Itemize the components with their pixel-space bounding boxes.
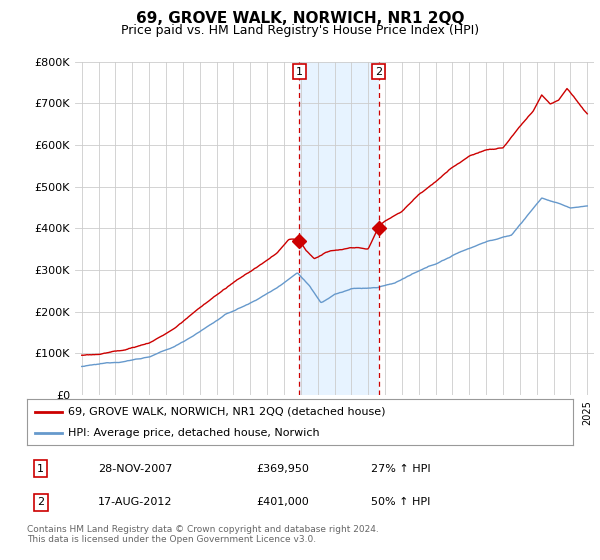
- Text: 27% ↑ HPI: 27% ↑ HPI: [371, 464, 431, 474]
- Text: 28-NOV-2007: 28-NOV-2007: [98, 464, 172, 474]
- Text: 17-AUG-2012: 17-AUG-2012: [98, 497, 172, 507]
- Text: Price paid vs. HM Land Registry's House Price Index (HPI): Price paid vs. HM Land Registry's House …: [121, 24, 479, 37]
- Text: 50% ↑ HPI: 50% ↑ HPI: [371, 497, 430, 507]
- Text: HPI: Average price, detached house, Norwich: HPI: Average price, detached house, Norw…: [68, 428, 320, 438]
- Text: 1: 1: [296, 67, 303, 77]
- Text: Contains HM Land Registry data © Crown copyright and database right 2024.
This d: Contains HM Land Registry data © Crown c…: [27, 525, 379, 544]
- Text: 2: 2: [375, 67, 382, 77]
- Text: 2: 2: [37, 497, 44, 507]
- Text: 1: 1: [37, 464, 44, 474]
- Bar: [299, 62, 379, 395]
- Text: 69, GROVE WALK, NORWICH, NR1 2QQ: 69, GROVE WALK, NORWICH, NR1 2QQ: [136, 11, 464, 26]
- Text: 69, GROVE WALK, NORWICH, NR1 2QQ (detached house): 69, GROVE WALK, NORWICH, NR1 2QQ (detach…: [68, 407, 385, 417]
- Text: £369,950: £369,950: [256, 464, 309, 474]
- Text: £401,000: £401,000: [256, 497, 309, 507]
